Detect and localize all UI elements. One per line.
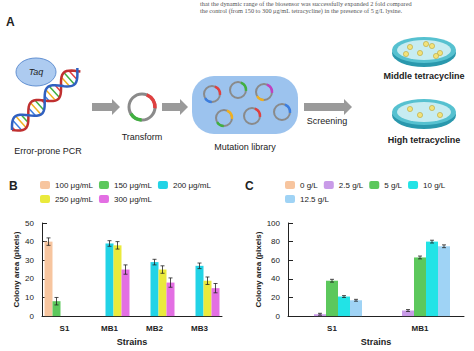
svg-text:80: 80 xyxy=(271,237,280,246)
svg-text:Mutation library: Mutation library xyxy=(214,142,276,152)
svg-text:150 μg/mL: 150 μg/mL xyxy=(114,181,153,190)
svg-text:40: 40 xyxy=(271,274,280,283)
svg-text:50: 50 xyxy=(25,219,34,228)
html-text:that the dynamic range of the: that the dynamic range of the biosensor … xyxy=(200,0,412,7)
svg-text:20: 20 xyxy=(25,274,34,283)
svg-text:S1: S1 xyxy=(327,324,337,333)
svg-text:Taq: Taq xyxy=(29,67,44,77)
svg-text:MB2: MB2 xyxy=(146,324,163,333)
svg-text:0: 0 xyxy=(276,312,281,321)
svg-text:250 μg/mL: 250 μg/mL xyxy=(55,195,94,204)
svg-text:200 μg/mL: 200 μg/mL xyxy=(173,181,212,190)
svg-text:Strains: Strains xyxy=(361,337,392,347)
html-text:the control (from 150 to 300 μ: the control (from 150 to 300 μg/mL tetra… xyxy=(200,7,403,14)
svg-text:Middle tetracycline: Middle tetracycline xyxy=(383,71,464,81)
svg-text:S1: S1 xyxy=(60,324,70,333)
svg-text:MB3: MB3 xyxy=(191,324,208,333)
svg-text:40: 40 xyxy=(25,237,34,246)
svg-text:MB1: MB1 xyxy=(412,324,429,333)
svg-text:0 g/L: 0 g/L xyxy=(300,181,318,190)
svg-text:10 g/L: 10 g/L xyxy=(423,181,446,190)
svg-text:300 μg/mL: 300 μg/mL xyxy=(114,195,153,204)
svg-text:Transform: Transform xyxy=(122,132,163,142)
svg-text:C: C xyxy=(245,179,254,193)
svg-text:0: 0 xyxy=(30,312,35,321)
svg-text:100 μg/mL: 100 μg/mL xyxy=(55,181,94,190)
svg-text:B: B xyxy=(9,179,18,193)
svg-text:Error-prone PCR: Error-prone PCR xyxy=(14,146,82,156)
svg-text:10: 10 xyxy=(25,293,34,302)
svg-text:60: 60 xyxy=(271,256,280,265)
svg-text:High tetracycline: High tetracycline xyxy=(388,135,461,145)
svg-text:Screening: Screening xyxy=(307,116,348,126)
svg-text:12.5 g/L: 12.5 g/L xyxy=(300,195,329,204)
svg-text:Colony area (pixels): Colony area (pixels) xyxy=(254,231,263,307)
svg-text:5 g/L: 5 g/L xyxy=(384,181,402,190)
svg-text:Strains: Strains xyxy=(117,337,148,347)
svg-text:MB1: MB1 xyxy=(101,324,118,333)
svg-text:2.5 g/L: 2.5 g/L xyxy=(339,181,364,190)
svg-text:100: 100 xyxy=(267,219,281,228)
svg-text:A: A xyxy=(6,15,15,29)
svg-text:20: 20 xyxy=(271,293,280,302)
svg-text:Colony area (pixels): Colony area (pixels) xyxy=(12,231,21,307)
svg-text:30: 30 xyxy=(25,256,34,265)
